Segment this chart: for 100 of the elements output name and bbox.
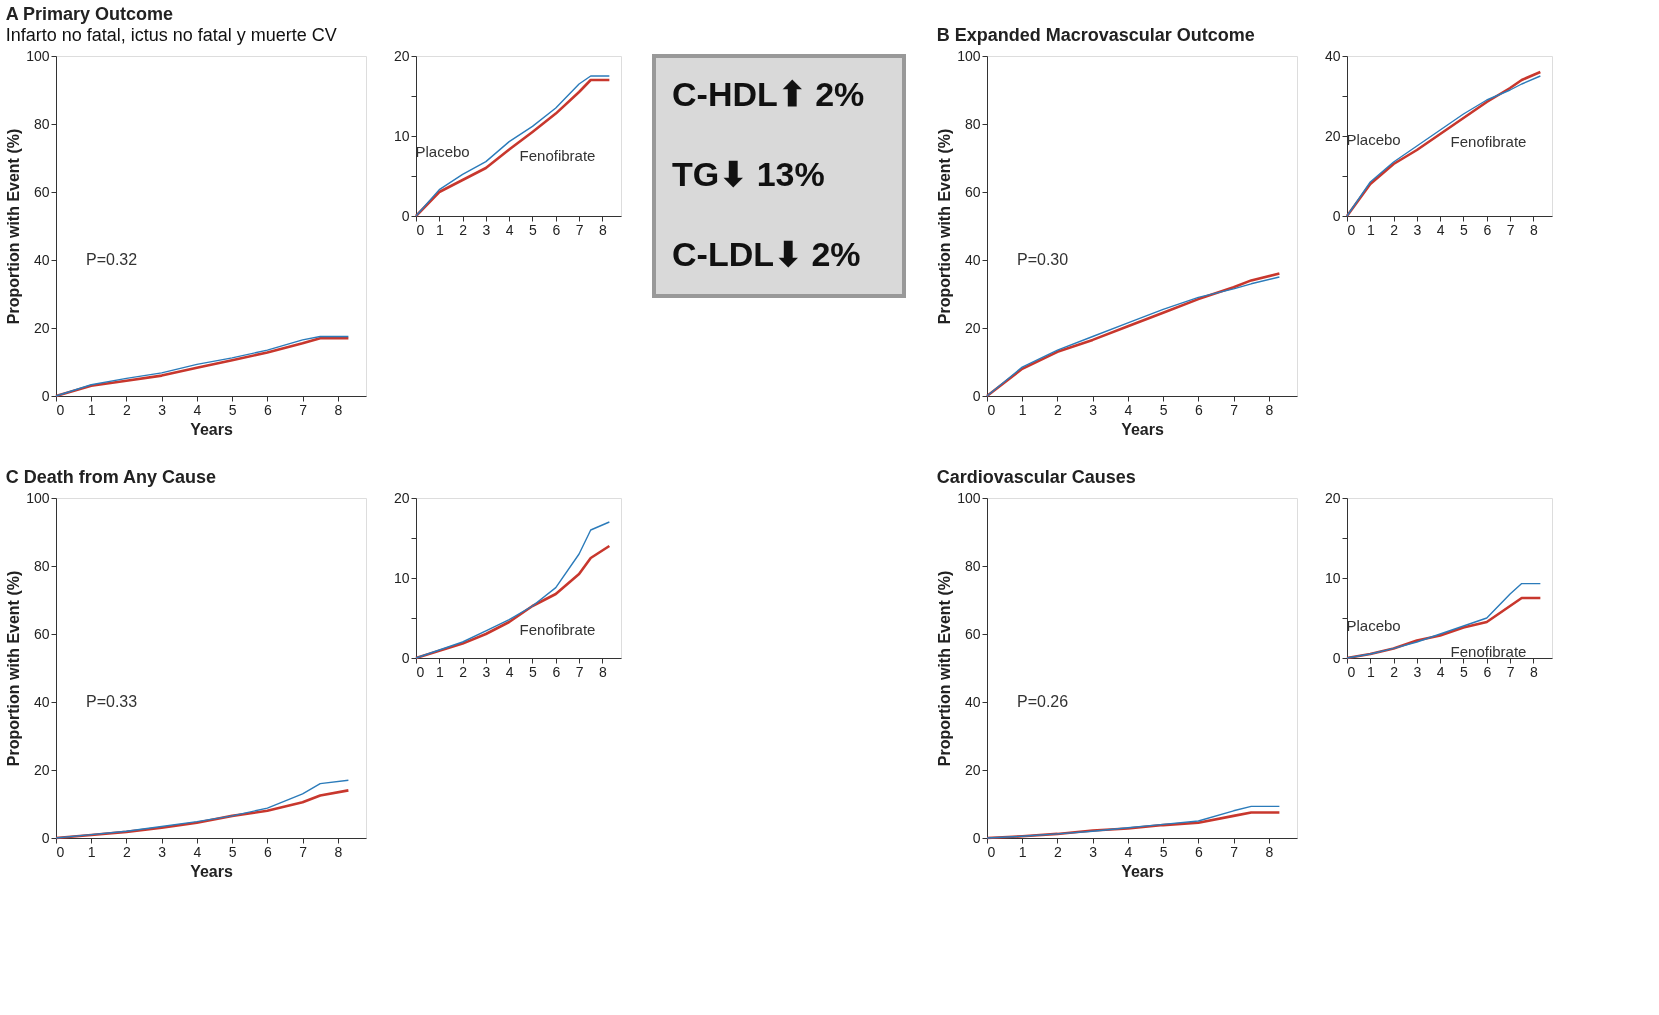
chart-title: A Primary Outcome (5, 4, 174, 24)
y-tick-label: 20 (964, 761, 981, 778)
annotation: P=0.26 (1017, 693, 1069, 710)
x-tick-label: 2 (1054, 843, 1063, 860)
x-tick-label: 7 (1230, 843, 1239, 860)
chart-title: Cardiovascular Causes (936, 467, 1136, 487)
x-tick-label: 2 (123, 843, 132, 860)
y-tick-label: 60 (964, 625, 981, 642)
x-tick-label: 3 (1089, 401, 1098, 418)
x-tick-label: 3 (1413, 663, 1422, 680)
x-tick-label: 6 (552, 221, 561, 238)
x-tick-label: 5 (228, 843, 237, 860)
x-tick-label: 2 (1054, 401, 1063, 418)
series-label: Fenofibrate (519, 147, 596, 164)
x-tick-label: 1 (435, 663, 444, 680)
annotation: P=0.33 (86, 693, 138, 710)
y-tick-label: 40 (33, 693, 50, 710)
x-tick-label: 5 (1159, 401, 1168, 418)
x-tick-label: 8 (1529, 221, 1538, 238)
x-tick-label: 0 (416, 663, 425, 680)
y-axis-title: Proportion with Event (%) (936, 570, 954, 767)
x-tick-label: 8 (1265, 843, 1274, 860)
x-tick-label: 3 (482, 221, 491, 238)
y-tick-label: 100 (26, 489, 50, 506)
y-tick-label: 0 (1332, 207, 1341, 224)
y-tick-label: 0 (1332, 649, 1341, 666)
y-tick-label: 0 (972, 829, 981, 846)
x-tick-label: 6 (263, 843, 272, 860)
x-tick-label: 0 (56, 401, 65, 418)
y-tick-label: 100 (957, 47, 981, 64)
series-label: Placebo (1346, 131, 1401, 148)
x-tick-label: 1 (87, 843, 96, 860)
x-tick-label: 0 (1347, 663, 1356, 680)
y-tick-label: 80 (33, 115, 50, 132)
x-tick-label: 7 (299, 401, 308, 418)
x-tick-label: 0 (1347, 221, 1356, 238)
y-tick-label: 40 (1324, 47, 1341, 64)
x-tick-label: 5 (529, 221, 538, 238)
y-axis-title: Proportion with Event (%) (5, 570, 23, 767)
x-tick-label: 7 (1230, 401, 1239, 418)
y-tick-label: 0 (972, 387, 981, 404)
y-tick-label: 20 (1324, 489, 1341, 506)
y-tick-label: 0 (41, 829, 50, 846)
x-axis-title: Years (190, 862, 233, 880)
x-tick-label: 4 (1124, 401, 1133, 418)
x-tick-label: 1 (1366, 221, 1375, 238)
x-tick-label: 7 (575, 663, 584, 680)
y-axis-title: Proportion with Event (%) (5, 128, 23, 325)
x-tick-label: 6 (263, 401, 272, 418)
x-tick-label: 1 (1018, 401, 1027, 418)
x-tick-label: 8 (598, 221, 607, 238)
y-tick-label: 60 (33, 625, 50, 642)
text: C-LDL⬇ 2% (672, 235, 861, 273)
series-label: Placebo (415, 143, 470, 161)
x-tick-label: 2 (1390, 221, 1399, 238)
x-tick-label: 4 (505, 221, 514, 238)
series-label: Fenofibrate (519, 621, 596, 638)
x-tick-label: 1 (1366, 663, 1375, 680)
y-tick-label: 10 (393, 127, 410, 144)
chart-title: C Death from Any Cause (5, 467, 217, 487)
x-tick-label: 4 (505, 663, 514, 680)
chart-title: B Expanded Macrovascular Outcome (936, 25, 1255, 45)
x-tick-label: 5 (228, 401, 237, 418)
y-tick-label: 80 (33, 557, 50, 574)
x-tick-label: 4 (1124, 843, 1133, 860)
x-tick-label: 3 (158, 843, 167, 860)
series-label: Fenofibrate (1450, 642, 1527, 660)
x-tick-label: 8 (1265, 401, 1274, 418)
y-tick-label: 20 (393, 47, 410, 64)
x-tick-label: 8 (334, 843, 343, 860)
x-tick-label: 4 (193, 401, 202, 418)
x-tick-label: 3 (1089, 843, 1098, 860)
y-tick-label: 0 (401, 649, 410, 666)
x-tick-label: 2 (459, 221, 468, 238)
x-tick-label: 7 (299, 843, 308, 860)
x-tick-label: 0 (987, 843, 996, 860)
y-tick-label: 40 (33, 251, 50, 268)
x-tick-label: 3 (158, 401, 167, 418)
series-label: Placebo (1346, 617, 1401, 635)
y-tick-label: 100 (26, 47, 50, 64)
y-tick-label: 60 (964, 183, 981, 200)
x-tick-label: 2 (123, 401, 132, 418)
y-tick-label: 20 (33, 319, 50, 336)
y-tick-label: 0 (401, 207, 410, 224)
y-tick-label: 60 (33, 183, 50, 200)
x-tick-label: 2 (1390, 663, 1399, 680)
y-tick-label: 40 (964, 251, 981, 268)
x-tick-label: 5 (1460, 221, 1469, 238)
x-tick-label: 3 (482, 663, 491, 680)
x-tick-label: 3 (1413, 221, 1422, 238)
chart-subtitle: Infarto no fatal, ictus no fatal y muerte CV (5, 25, 337, 45)
y-tick-label: 80 (964, 557, 981, 574)
x-tick-label: 6 (1483, 221, 1492, 238)
y-tick-label: 20 (964, 319, 981, 336)
x-tick-label: 8 (1529, 663, 1538, 680)
x-tick-label: 8 (334, 401, 343, 418)
y-tick-label: 10 (393, 569, 410, 586)
y-tick-label: 20 (1324, 127, 1341, 144)
y-tick-label: 40 (964, 693, 981, 710)
text: TG⬇ 13% (672, 155, 825, 193)
